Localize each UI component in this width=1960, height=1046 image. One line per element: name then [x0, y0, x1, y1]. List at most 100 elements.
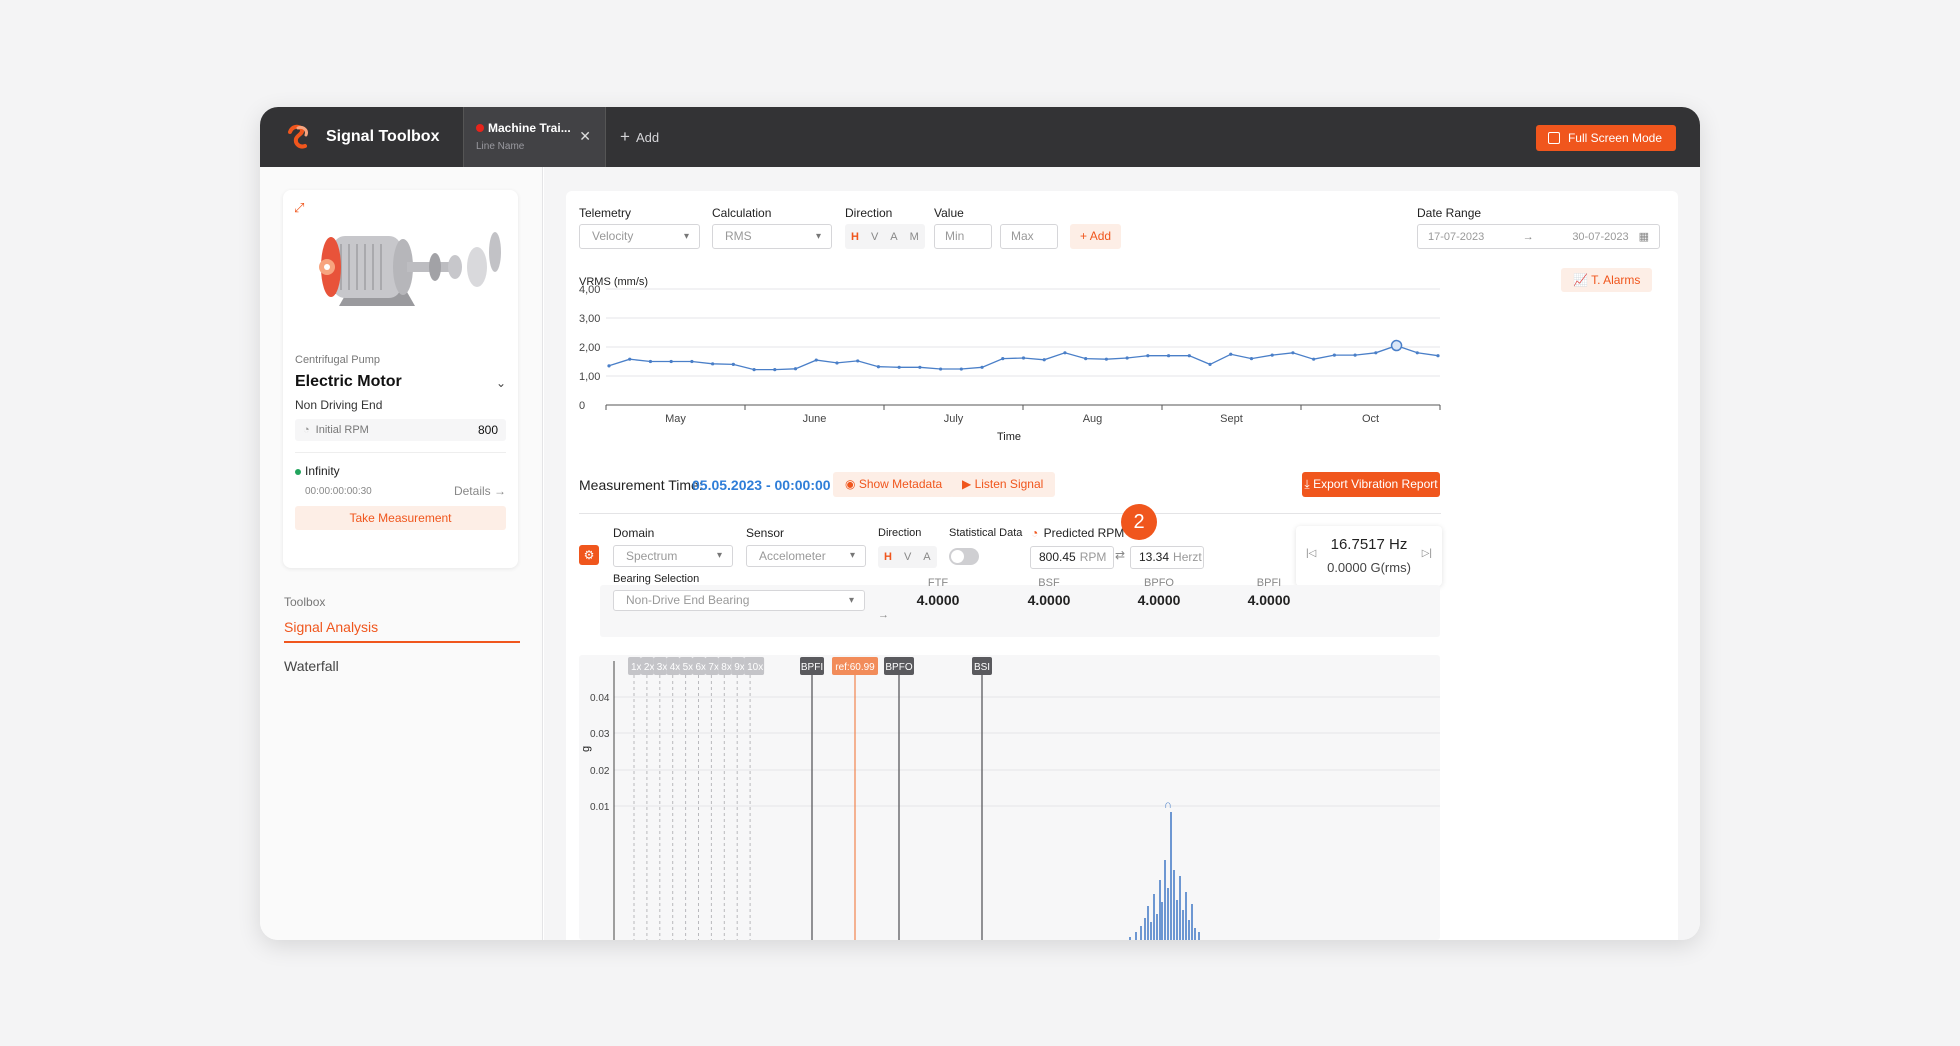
harmonic-marker[interactable]	[705, 657, 719, 675]
data-point[interactable]	[959, 367, 963, 371]
data-point[interactable]	[1187, 354, 1191, 358]
data-point[interactable]	[1021, 356, 1026, 360]
data-point[interactable]	[1084, 357, 1088, 361]
data-point[interactable]	[1436, 354, 1440, 358]
data-point[interactable]	[711, 362, 715, 366]
data-point[interactable]	[1208, 362, 1212, 366]
direction-v[interactable]: V	[870, 230, 879, 243]
data-point[interactable]	[1374, 351, 1378, 355]
take-measurement-button[interactable]: Take Measurement	[295, 506, 506, 530]
data-point[interactable]	[1270, 353, 1274, 357]
data-point[interactable]	[1312, 357, 1316, 361]
selected-point[interactable]	[1390, 339, 1403, 352]
fullscreen-button[interactable]: Full Screen Mode	[1535, 125, 1676, 151]
nav-waterfall[interactable]: Waterfall	[284, 658, 339, 674]
harmonic-marker[interactable]	[679, 657, 693, 675]
data-point[interactable]	[793, 367, 798, 371]
fault-marker[interactable]	[832, 657, 878, 675]
trend-chart[interactable]: VRMS (mm/s) 4,00 3,00 2,00 1,00 0 May June Jul…	[566, 191, 1678, 451]
data-point[interactable]	[1125, 356, 1129, 360]
chevron-down-icon[interactable]: ⌄	[495, 376, 506, 390]
harmonic-marker[interactable]	[666, 657, 680, 675]
data-point[interactable]	[1166, 354, 1171, 358]
data-point[interactable]	[918, 365, 922, 369]
details-link[interactable]: Details →	[454, 484, 506, 498]
swap-icon[interactable]: ⇄	[1115, 548, 1126, 562]
statistical-data-toggle[interactable]	[949, 548, 979, 565]
show-metadata-button[interactable]: ◉ Show Metadata	[833, 472, 955, 497]
data-point[interactable]	[690, 359, 694, 364]
data-point[interactable]	[1229, 352, 1233, 356]
harmonic-marker[interactable]	[628, 657, 641, 675]
fault-marker[interactable]	[972, 657, 992, 675]
direction-m[interactable]: M	[909, 230, 919, 243]
data-point[interactable]	[648, 359, 653, 364]
data-point[interactable]	[1291, 351, 1295, 355]
data-point[interactable]	[1415, 351, 1419, 355]
harmonic-marker[interactable]	[744, 657, 765, 675]
data-point[interactable]	[628, 357, 632, 361]
data-point[interactable]	[731, 362, 735, 366]
fault-marker[interactable]	[884, 657, 914, 675]
data-point[interactable]	[1332, 353, 1336, 357]
direction-h[interactable]: H	[851, 230, 859, 243]
tab-machine-train[interactable]: Machine Trai... Line Name ✕	[463, 107, 606, 167]
hz-input[interactable]: 13.34 Herzt	[1130, 546, 1204, 569]
data-point[interactable]	[814, 358, 818, 362]
data-point[interactable]	[876, 365, 881, 369]
measurement-time-value[interactable]: 05.05.2023 - 00:00:00	[692, 477, 831, 493]
export-report-button[interactable]: ⤓ Export Vibration Report	[1302, 472, 1440, 497]
harmonic-marker[interactable]	[731, 657, 745, 675]
data-point[interactable]	[1001, 357, 1005, 361]
date-range-picker[interactable]: 17-07-2023 → 30-07-2023 ▦	[1417, 224, 1660, 249]
data-point[interactable]	[939, 367, 943, 371]
data-point[interactable]	[835, 361, 839, 365]
rpm-input[interactable]: 800.45 RPM	[1030, 546, 1114, 569]
alarms-button[interactable]: 📈 T. Alarms	[1561, 268, 1653, 292]
data-point[interactable]	[1146, 354, 1150, 358]
harmonic-marker[interactable]	[640, 657, 654, 675]
direction-v[interactable]: V	[903, 551, 912, 563]
previous-icon[interactable]: |◁	[1306, 548, 1317, 559]
direction-a[interactable]: A	[890, 230, 898, 243]
add-value-button[interactable]: + Add	[1070, 224, 1122, 249]
bearing-select[interactable]: Non-Drive End Bearing ▾	[613, 590, 865, 611]
brand[interactable]: Signal Toolbox	[260, 107, 463, 167]
harmonic-marker[interactable]	[718, 657, 732, 675]
nav-signal-analysis[interactable]: Signal Analysis	[284, 619, 520, 643]
cursor-marker-icon[interactable]: ∩	[1164, 799, 1172, 811]
min-input[interactable]: Min	[934, 224, 992, 249]
telemetry-select[interactable]: Velocity ▾	[579, 224, 700, 249]
asset-name[interactable]: Electric Motor	[295, 373, 402, 390]
add-tab-button[interactable]: + Add	[620, 127, 659, 147]
listen-signal-button[interactable]: ▶ Listen Signal	[950, 472, 1056, 497]
data-point[interactable]	[980, 365, 984, 369]
data-point[interactable]	[752, 368, 756, 372]
harmonic-marker[interactable]	[692, 657, 706, 675]
harmonic-marker[interactable]	[653, 657, 667, 675]
calculation-select[interactable]: RMS ▾	[712, 224, 832, 249]
data-point[interactable]	[1104, 357, 1108, 361]
x-tick-label: Sept	[1220, 413, 1243, 425]
expand-icon[interactable]: ⤢	[294, 200, 305, 215]
direction-h[interactable]: H	[884, 551, 892, 563]
max-input[interactable]: Max	[1000, 224, 1058, 249]
close-icon[interactable]: ✕	[579, 128, 591, 144]
data-point[interactable]	[669, 359, 673, 364]
data-point[interactable]	[773, 368, 777, 372]
data-point[interactable]	[1249, 357, 1254, 361]
fault-marker[interactable]	[800, 657, 824, 675]
direction-a[interactable]: A	[923, 551, 931, 563]
data-point[interactable]	[1063, 351, 1067, 355]
data-point[interactable]	[856, 359, 860, 363]
data-point[interactable]	[897, 365, 901, 369]
next-icon[interactable]: ▷|	[1421, 548, 1432, 559]
settings-button[interactable]: ⚙	[579, 545, 599, 565]
data-point[interactable]	[1042, 358, 1046, 362]
data-point[interactable]	[1353, 353, 1357, 357]
spectrum-chart[interactable]: 0.04 0.03 0.02 0.01 g 1x 2x 3x 4x 5x 6x 7x 8x 9x 10x BP…	[566, 191, 1678, 940]
domain-select[interactable]: Spectrum ▾	[613, 545, 733, 567]
chevron-down-icon: ▾	[849, 550, 855, 561]
data-point[interactable]	[607, 364, 611, 368]
sensor-select[interactable]: Accelometer ▾	[746, 545, 866, 567]
